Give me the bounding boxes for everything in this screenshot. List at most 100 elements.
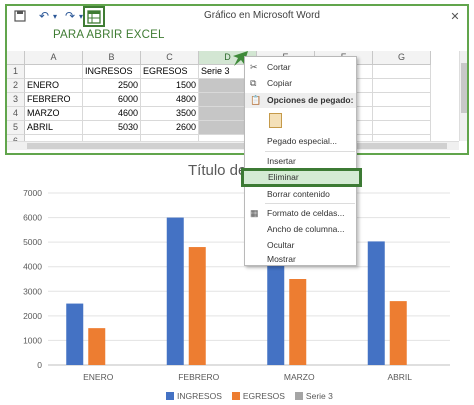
sheet-cell[interactable] [373,121,431,135]
row-header[interactable]: 5 [7,121,25,135]
x-tick-label: FEBRERO [178,372,219,382]
undo-icon[interactable]: ↶ [38,9,50,23]
menu-item-label: Ocultar [267,240,295,250]
legend-swatch-ingresos [166,392,174,400]
select-all-corner[interactable] [7,51,25,65]
sheet-cell[interactable]: 4600 [83,107,141,121]
bar-egresos [289,279,307,365]
paste-option-icon[interactable] [269,113,282,128]
row-header[interactable]: 2 [7,79,25,93]
x-tick-label: MARZO [284,372,315,382]
sheet-cell[interactable]: ENERO [25,79,83,93]
chart-plot: 0 1000 2000 3000 4000 5000 6000 7000 ENERO FEBRER… [23,188,450,382]
menu-item-label: Eliminar [268,172,299,182]
column-header[interactable]: B [83,51,141,65]
bar-ingresos [66,303,84,365]
menu-item-cortar[interactable]: ✂ Cortar [245,60,356,75]
redo-dropdown-icon[interactable]: ▾ [78,11,83,21]
menu-item-eliminar[interactable]: Eliminar [241,168,362,187]
row-header[interactable]: 1 [7,65,25,79]
menu-item-label: Cortar [267,62,291,72]
sheet-row: 2 ENERO 2500 1500 [7,79,431,93]
y-tick-label: 4000 [23,262,42,272]
save-icon[interactable] [13,8,27,24]
y-tick-label: 6000 [23,213,42,223]
menu-item-label: Copiar [267,78,293,88]
menu-item-label: Borrar contenido [267,189,330,199]
horizontal-scrollbar[interactable] [7,141,459,150]
sheet-cell[interactable]: MARZO [25,107,83,121]
title-bar: ↶ ▾ ↷ ▾ Gráfico en Microsoft Word ✕ [7,6,467,28]
sheet-cell[interactable]: 6000 [83,93,141,107]
sheet-cell[interactable]: 1500 [141,79,199,93]
menu-item-ancho-columna[interactable]: Ancho de columna... [245,222,356,237]
row-header[interactable]: 3 [7,93,25,107]
sheet-cell[interactable]: 2500 [83,79,141,93]
sheet-cell[interactable] [373,79,431,93]
y-tick-label: 7000 [23,188,42,198]
format-cells-icon: ▦ [250,208,259,218]
copy-icon: ⧉ [250,78,257,88]
menu-item-formato-celdas[interactable]: ▦ Formato de celdas... [245,206,356,221]
paste-options-header: 📋 Opciones de pegado: [245,93,356,108]
column-header[interactable]: A [25,51,83,65]
y-tick-label: 3000 [23,286,42,296]
y-tick-label: 5000 [23,237,42,247]
sheet-cell[interactable] [25,65,83,79]
scissors-icon: ✂ [250,62,258,72]
sheet-cell[interactable]: 4800 [141,93,199,107]
legend-label: INGRESOS [177,391,222,401]
x-tick-label: ENERO [83,372,114,382]
bar-ingresos [367,241,385,365]
sheet-cell[interactable]: 2600 [141,121,199,135]
bar-egresos [389,301,407,365]
column-header[interactable]: G [373,51,431,65]
sheet-cell[interactable] [373,107,431,121]
sheet-cell[interactable] [373,93,431,107]
y-tick-label: 2000 [23,311,42,321]
chart-area[interactable]: Título del gráfico 010002000300040005000… [18,158,464,405]
chart-legend[interactable]: INGRESOS EGRESOS Serie 3 [166,391,333,401]
menu-item-pegado-especial[interactable]: Pegado especial... [245,134,356,149]
row-header[interactable]: 4 [7,107,25,121]
sheet-row: 3 FEBRERO 6000 4800 [7,93,431,107]
sheet-cell[interactable]: 5030 [83,121,141,135]
undo-dropdown-icon[interactable]: ▾ [52,11,57,21]
y-tick-label: 0 [37,360,42,370]
column-header-row: A B C D E F G [7,51,431,65]
column-header[interactable]: C [141,51,199,65]
close-icon[interactable]: ✕ [450,10,460,23]
sheet-cell[interactable]: FEBRERO [25,93,83,107]
sheet-row: 5 ABRIL 5030 2600 [7,121,431,135]
menu-item-mostrar[interactable]: Mostrar [245,253,356,266]
bar-ingresos [166,217,184,365]
sheet-cell[interactable] [373,65,431,79]
legend-swatch-serie3 [294,392,303,400]
redo-icon[interactable]: ↷ [64,9,76,23]
legend-swatch-egresos [231,392,240,400]
legend-label: Serie 3 [305,391,333,401]
menu-item-label: Formato de celdas... [267,208,345,218]
edit-in-excel-icon[interactable] [83,6,105,27]
legend-item: Serie 3 [294,391,333,401]
sheet-cell[interactable]: EGRESOS [141,65,199,79]
bar-ingresos [267,251,285,365]
y-tick-label: 1000 [23,335,42,345]
sheet-row: 1 INGRESOS EGRESOS Serie 3 [7,65,431,79]
vertical-scrollbar[interactable] [459,51,467,141]
sheet-cell[interactable]: ABRIL [25,121,83,135]
menu-item-borrar-contenido[interactable]: Borrar contenido [245,187,356,202]
menu-item-insertar[interactable]: Insertar [245,154,356,169]
menu-item-label: Mostrar [267,254,296,264]
menu-item-label: Ancho de columna... [267,224,345,234]
menu-item-ocultar[interactable]: Ocultar [245,238,356,253]
sheet-cell[interactable]: INGRESOS [83,65,141,79]
sheet-row: 4 MARZO 4600 3500 [7,107,431,121]
excel-window: ↶ ▾ ↷ ▾ Gráfico en Microsoft Word ✕ PARA… [5,4,469,155]
sheet-cell[interactable]: 3500 [141,107,199,121]
legend-item: INGRESOS [166,391,222,401]
menu-item-copiar[interactable]: ⧉ Copiar [245,76,356,91]
menu-separator [265,203,355,204]
legend-label: EGRESOS [242,391,285,401]
x-tick-label: ABRIL [387,372,412,382]
